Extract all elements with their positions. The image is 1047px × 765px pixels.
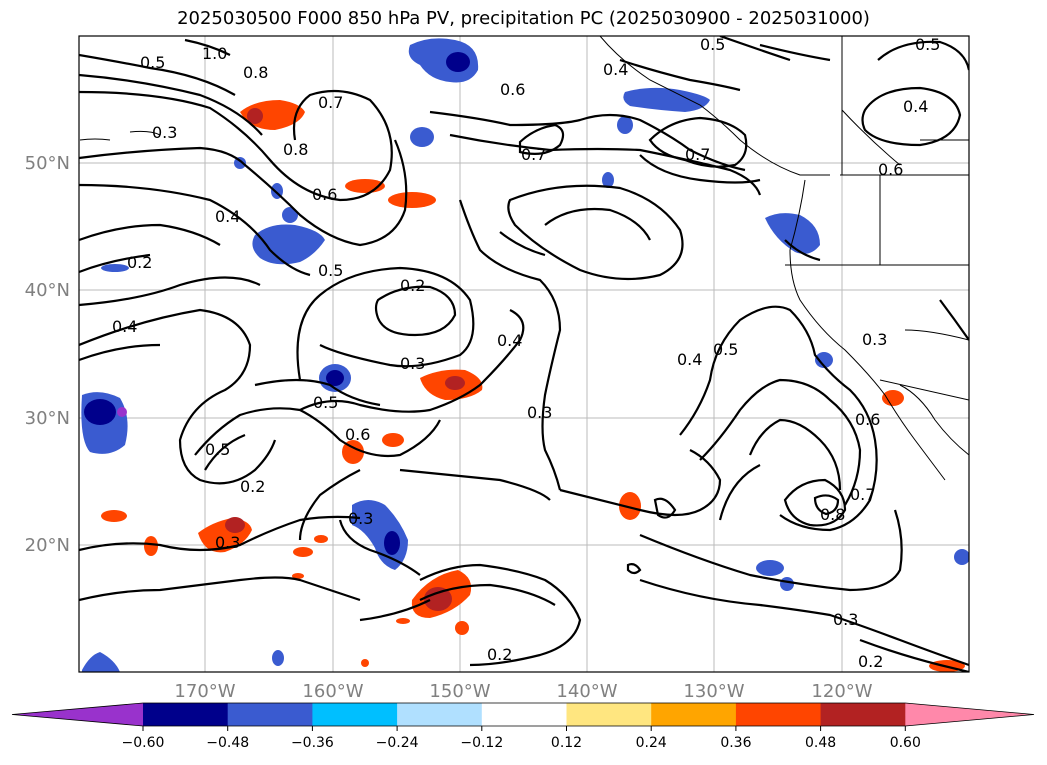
colorbar-segment bbox=[735, 703, 822, 726]
lat-label: 40°N bbox=[25, 280, 70, 301]
lon-label: 120°W bbox=[811, 681, 872, 702]
lat-label: 20°N bbox=[25, 535, 70, 556]
colorbar-tick-label: 0.36 bbox=[720, 735, 751, 751]
lon-label: 170°W bbox=[174, 681, 235, 702]
lon-labels: 170°W 160°W 150°W 140°W 130°W 120°W bbox=[174, 681, 872, 702]
contour-label: 0.2 bbox=[487, 645, 512, 664]
contour-label: 0.3 bbox=[400, 354, 425, 373]
contour-label: 0.4 bbox=[677, 350, 702, 369]
map-area bbox=[79, 36, 969, 672]
contour-label: 0.3 bbox=[348, 509, 373, 528]
map-frame bbox=[78, 35, 970, 673]
colorbar-segment bbox=[481, 703, 567, 726]
map-title: 2025030500 F000 850 hPa PV, precipitatio… bbox=[177, 8, 870, 29]
contour-label: 0.5 bbox=[700, 35, 725, 54]
lat-labels: 50°N 40°N 30°N 20°N bbox=[25, 153, 70, 556]
colorbar-tick-label: 0.60 bbox=[890, 735, 921, 751]
colorbar-tick-label: −0.60 bbox=[122, 735, 165, 751]
contour-label: 0.6 bbox=[878, 160, 903, 179]
colorbar-extend-high bbox=[905, 703, 1034, 726]
colorbar-tick-label: −0.12 bbox=[460, 735, 503, 751]
contour-label: 0.3 bbox=[215, 533, 240, 552]
contour-label: 0.3 bbox=[152, 123, 177, 142]
contour-label: 0.4 bbox=[497, 331, 522, 350]
colorbar-segment bbox=[566, 703, 652, 726]
contour-label: 0.3 bbox=[527, 403, 552, 422]
contour-label: 0.4 bbox=[112, 317, 137, 336]
lon-label: 140°W bbox=[556, 681, 617, 702]
contour-label: 0.8 bbox=[820, 505, 845, 524]
contour-label: 0.4 bbox=[603, 60, 628, 79]
contour-label: 0.6 bbox=[500, 80, 525, 99]
colorbar-tick-label: −0.24 bbox=[376, 735, 419, 751]
contour-label: 0.7 bbox=[521, 145, 546, 164]
colorbar-segment bbox=[312, 703, 398, 726]
contour-label: 0.2 bbox=[858, 652, 883, 671]
lat-label: 30°N bbox=[25, 408, 70, 429]
pv-contours bbox=[79, 36, 969, 672]
colorbar-extend-low bbox=[12, 703, 143, 726]
colorbar-segment bbox=[820, 703, 906, 726]
contour-label: 0.7 bbox=[685, 145, 710, 164]
contour-label: 0.3 bbox=[862, 330, 887, 349]
lon-label: 150°W bbox=[429, 681, 490, 702]
contour-label: 0.5 bbox=[205, 440, 230, 459]
contour-label: 0.6 bbox=[345, 425, 370, 444]
contour-label: 0.8 bbox=[243, 63, 268, 82]
contour-label: 0.7 bbox=[318, 93, 343, 112]
colorbar-tick-label: −0.36 bbox=[291, 735, 334, 751]
contour-label: 0.7 bbox=[850, 485, 875, 504]
colorbar-segment bbox=[651, 703, 737, 726]
contour-label: 0.6 bbox=[855, 410, 880, 429]
colorbar-segment bbox=[227, 703, 313, 726]
contour-label: 0.6 bbox=[312, 185, 337, 204]
precip-blobs bbox=[81, 38, 969, 672]
contour-label: 1.0 bbox=[202, 44, 227, 63]
coastlines bbox=[79, 36, 969, 481]
contour-label: 0.2 bbox=[127, 253, 152, 272]
colorbar-tick-label: 0.48 bbox=[805, 735, 836, 751]
contour-label: 0.5 bbox=[915, 35, 940, 54]
lat-label: 50°N bbox=[25, 153, 70, 174]
colorbar-tick-label: 0.24 bbox=[636, 735, 667, 751]
lon-label: 160°W bbox=[302, 681, 363, 702]
contour-label: 0.5 bbox=[140, 53, 165, 72]
contour-label: 0.8 bbox=[283, 140, 308, 159]
colorbar: −0.60 −0.48 −0.36 −0.24 −0.12 0.12 0.24 0.36 0.4… bbox=[11, 702, 1035, 751]
colorbar-segment bbox=[397, 703, 483, 726]
contour-label: 0.2 bbox=[400, 276, 425, 295]
colorbar-segment bbox=[143, 703, 229, 726]
lon-label: 130°W bbox=[683, 681, 744, 702]
contour-label: 0.5 bbox=[313, 393, 338, 412]
colorbar-tick-label: 0.12 bbox=[551, 735, 582, 751]
contour-label: 0.5 bbox=[318, 261, 343, 280]
contour-label: 0.4 bbox=[215, 207, 240, 226]
contour-label: 0.5 bbox=[713, 340, 738, 359]
contour-label-layer: 1.0 0.8 0.7 0.5 0.3 0.8 0.6 0.4 0.2 0.5 … bbox=[112, 35, 940, 671]
contour-label: 0.2 bbox=[240, 477, 265, 496]
contour-label: 0.3 bbox=[833, 610, 858, 629]
contour-label: 0.4 bbox=[903, 97, 928, 116]
colorbar-tick-label: −0.48 bbox=[206, 735, 249, 751]
